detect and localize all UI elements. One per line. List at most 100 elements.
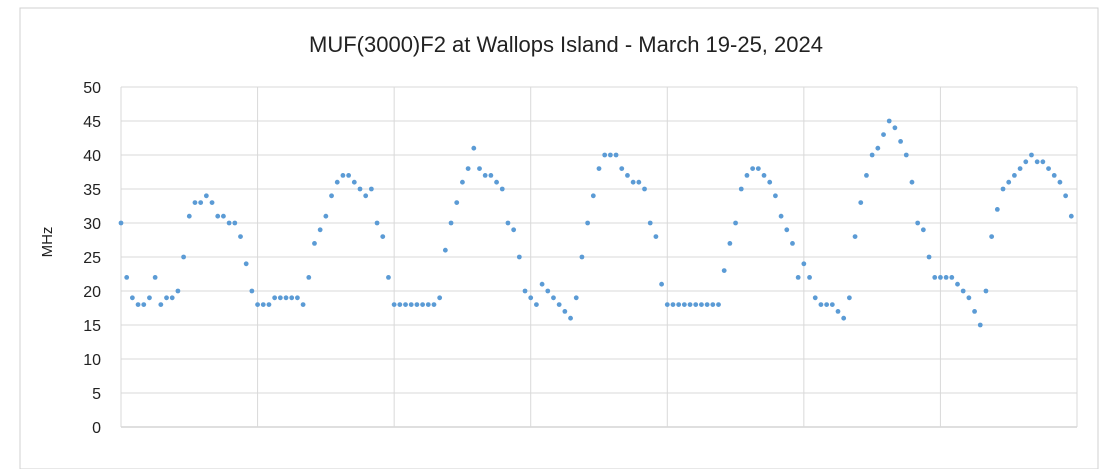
data-point: [681, 302, 687, 307]
data-point: [1029, 152, 1034, 158]
data-point: [243, 261, 249, 267]
y-axis-label: MHz: [39, 227, 56, 258]
data-point: [505, 220, 511, 226]
data-point: [255, 302, 260, 307]
data-point: [169, 295, 175, 301]
data-point: [647, 220, 653, 226]
data-point: [795, 275, 801, 280]
data-point: [186, 213, 192, 219]
data-point: [397, 302, 403, 307]
data-point: [670, 302, 676, 307]
data-point: [295, 295, 300, 301]
data-point: [260, 302, 266, 307]
data-point: [368, 186, 374, 192]
data-point: [442, 247, 448, 253]
y-tick-label: 0: [92, 420, 101, 437]
data-point: [733, 220, 738, 226]
data-point: [875, 145, 881, 151]
data-point: [539, 281, 545, 287]
data-point: [659, 281, 664, 287]
data-point: [664, 302, 670, 307]
data-point: [465, 166, 471, 172]
data-point: [238, 234, 243, 240]
data-point: [1000, 186, 1006, 192]
data-point: [312, 241, 317, 246]
data-point: [807, 275, 812, 280]
data-point: [346, 173, 352, 178]
data-point: [135, 302, 141, 307]
data-point: [613, 152, 619, 158]
data-point: [619, 166, 625, 172]
data-point: [1046, 166, 1051, 172]
data-point: [158, 302, 164, 307]
data-point: [545, 288, 551, 294]
data-point: [141, 302, 147, 307]
data-point: [215, 213, 221, 219]
data-point: [118, 220, 124, 226]
data-point: [147, 295, 152, 301]
data-point: [573, 295, 579, 301]
data-point: [203, 193, 209, 199]
data-point: [710, 302, 716, 307]
data-point: [607, 152, 613, 158]
data-point: [494, 179, 499, 185]
data-point: [334, 179, 340, 185]
data-point: [784, 227, 790, 233]
data-point: [1051, 173, 1057, 178]
data-point: [414, 302, 420, 307]
data-point: [283, 295, 289, 301]
data-point: [454, 200, 460, 206]
data-point: [408, 302, 414, 307]
data-point: [386, 275, 391, 280]
data-point: [448, 220, 454, 226]
data-point: [983, 288, 989, 294]
data-point: [209, 200, 215, 206]
data-point: [704, 302, 710, 307]
y-tick-label: 10: [83, 352, 101, 369]
data-point: [585, 220, 591, 226]
data-point: [630, 179, 636, 185]
data-point: [841, 315, 847, 321]
data-point: [977, 322, 983, 328]
y-tick-label: 5: [92, 386, 101, 403]
data-point: [693, 302, 699, 307]
data-point: [994, 207, 1000, 212]
data-point: [869, 152, 875, 158]
data-point: [420, 302, 425, 307]
data-point: [175, 288, 181, 294]
data-point: [329, 193, 334, 199]
data-point: [812, 295, 818, 301]
data-point: [266, 302, 272, 307]
data-point: [300, 302, 306, 307]
data-point: [738, 186, 744, 192]
data-point: [846, 295, 852, 301]
data-point: [943, 275, 949, 280]
data-point: [790, 241, 795, 246]
data-point: [499, 186, 505, 192]
data-point: [636, 179, 642, 185]
data-point: [391, 302, 397, 307]
data-point: [226, 220, 232, 226]
data-point: [551, 295, 556, 301]
data-point: [1040, 159, 1046, 165]
data-point: [801, 261, 807, 267]
data-point: [221, 213, 226, 219]
data-point: [1063, 193, 1069, 199]
data-point: [556, 302, 562, 307]
data-point: [1068, 213, 1074, 219]
data-point: [306, 275, 312, 280]
data-point: [437, 295, 443, 301]
data-point: [858, 200, 864, 206]
y-tick-label: 45: [83, 114, 101, 131]
data-point: [938, 275, 943, 280]
data-point: [755, 166, 761, 172]
y-tick-label: 20: [83, 284, 101, 301]
data-point: [482, 173, 488, 178]
data-point: [989, 234, 995, 240]
data-point: [886, 118, 892, 124]
data-point: [152, 275, 158, 280]
data-point: [852, 234, 858, 240]
data-point: [124, 275, 130, 280]
data-point: [727, 241, 733, 246]
data-point: [198, 200, 204, 206]
